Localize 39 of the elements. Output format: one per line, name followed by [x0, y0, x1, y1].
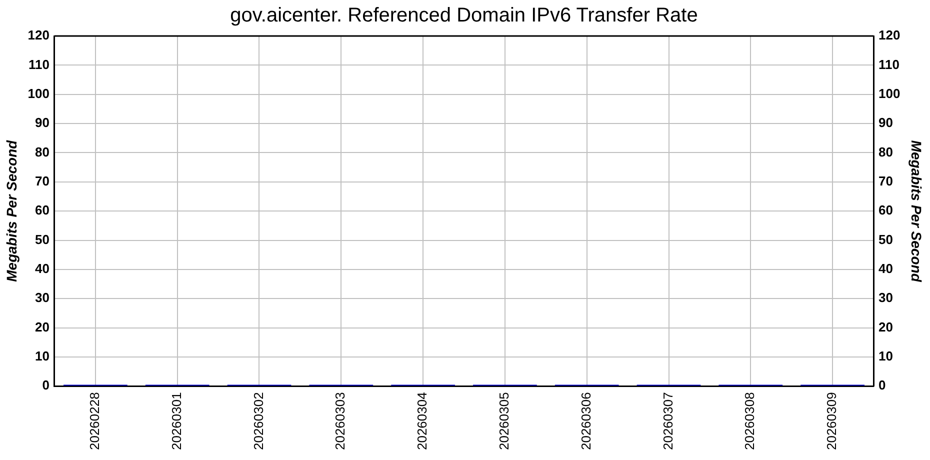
y2-tick-label: 100	[878, 86, 900, 101]
y2-axis-title: Megabits Per Second	[908, 140, 925, 282]
y2-tick-label: 70	[878, 173, 893, 188]
y2-tick-label: 60	[878, 202, 893, 218]
x-tick-label: 20260305	[496, 392, 512, 450]
y-tick-label: 60	[35, 202, 50, 218]
y-tick-label: 20	[35, 319, 50, 334]
y2-tick-label: 110	[878, 56, 900, 72]
x-tick-label: 20260301	[168, 392, 184, 450]
chart-title: gov.aicenter. Referenced Domain IPv6 Transfer Rate	[230, 4, 698, 27]
y-tick-label: 50	[35, 232, 50, 247]
y2-tick-label: 80	[878, 144, 893, 160]
y-tick-label: 100	[28, 86, 50, 101]
y-axis-title: Megabits Per Second	[3, 140, 20, 282]
x-tick-label: 20260302	[250, 392, 266, 450]
y-tick-label: 30	[35, 290, 50, 306]
y2-tick-label: 50	[878, 232, 893, 247]
y-tick-label: 80	[35, 144, 50, 160]
y-tick-label: 70	[35, 173, 50, 188]
x-tick-label: 20260228	[87, 392, 102, 450]
y2-tick-label: 30	[878, 290, 893, 306]
y2-tick-label: 40	[878, 261, 893, 276]
y-tick-label: 10	[35, 348, 50, 364]
y2-tick-label: 0	[878, 378, 886, 393]
x-tick-label: 20260308	[742, 392, 758, 450]
x-tick-label: 20260303	[332, 392, 348, 450]
x-tick-label: 20260304	[414, 392, 430, 450]
x-tick-label: 20260307	[660, 392, 676, 450]
x-tick-label: 20260306	[578, 392, 594, 450]
y-tick-label: 0	[42, 378, 50, 393]
y-tick-label: 90	[35, 115, 50, 130]
y-tick-label: 110	[28, 56, 50, 72]
y2-tick-label: 20	[878, 319, 893, 334]
x-tick-label: 20260309	[824, 392, 840, 450]
y2-tick-label: 120	[878, 28, 900, 43]
y2-tick-label: 90	[878, 115, 893, 130]
y-tick-label: 120	[28, 28, 50, 43]
y-tick-label: 40	[35, 261, 50, 276]
y2-tick-label: 10	[878, 348, 893, 364]
